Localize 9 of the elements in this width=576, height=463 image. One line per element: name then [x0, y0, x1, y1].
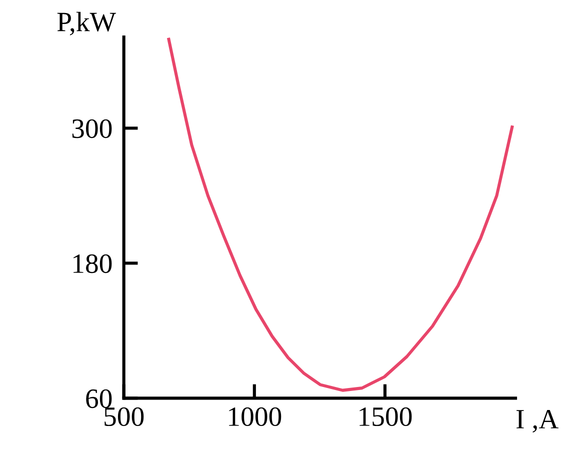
y-axis-title: P,kW [57, 12, 116, 36]
x-tick-label: 1000 [229, 407, 282, 426]
x-tick-label: 1500 [360, 407, 412, 426]
y-tick-label: 300 [72, 119, 112, 138]
y-tick-label: 180 [74, 254, 112, 274]
line-series [167, 38, 514, 392]
x-axis-title: I ,A [516, 410, 559, 433]
x-tick-label: 500 [104, 407, 144, 426]
y-tick-label: 60 [86, 389, 112, 408]
